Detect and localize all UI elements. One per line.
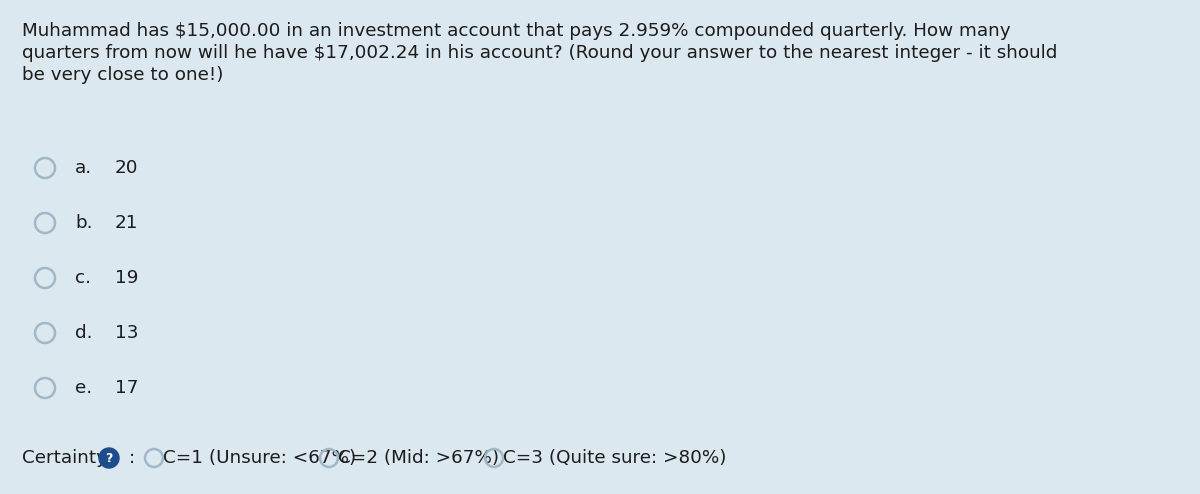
Text: C=2 (Mid: >67%): C=2 (Mid: >67%): [338, 449, 499, 467]
Text: 20: 20: [115, 159, 138, 177]
Text: 19: 19: [115, 269, 138, 287]
Text: 13: 13: [115, 324, 138, 342]
Text: a.: a.: [74, 159, 92, 177]
Text: 17: 17: [115, 379, 138, 397]
Text: Muhammad has $15,000.00 in an investment account that pays 2.959% compounded qua: Muhammad has $15,000.00 in an investment…: [22, 22, 1010, 40]
Circle shape: [98, 448, 119, 468]
Text: Certainty: Certainty: [22, 449, 107, 467]
Text: be very close to one!): be very close to one!): [22, 66, 223, 84]
Text: quarters from now will he have $17,002.24 in his account? (Round your answer to : quarters from now will he have $17,002.2…: [22, 44, 1057, 62]
Text: C=1 (Unsure: <67%): C=1 (Unsure: <67%): [163, 449, 356, 467]
Text: e.: e.: [74, 379, 92, 397]
Text: C=3 (Quite sure: >80%): C=3 (Quite sure: >80%): [503, 449, 726, 467]
Text: d.: d.: [74, 324, 92, 342]
Text: :: :: [130, 449, 136, 467]
Text: ?: ?: [106, 452, 113, 464]
Text: b.: b.: [74, 214, 92, 232]
Text: c.: c.: [74, 269, 91, 287]
Text: 21: 21: [115, 214, 138, 232]
